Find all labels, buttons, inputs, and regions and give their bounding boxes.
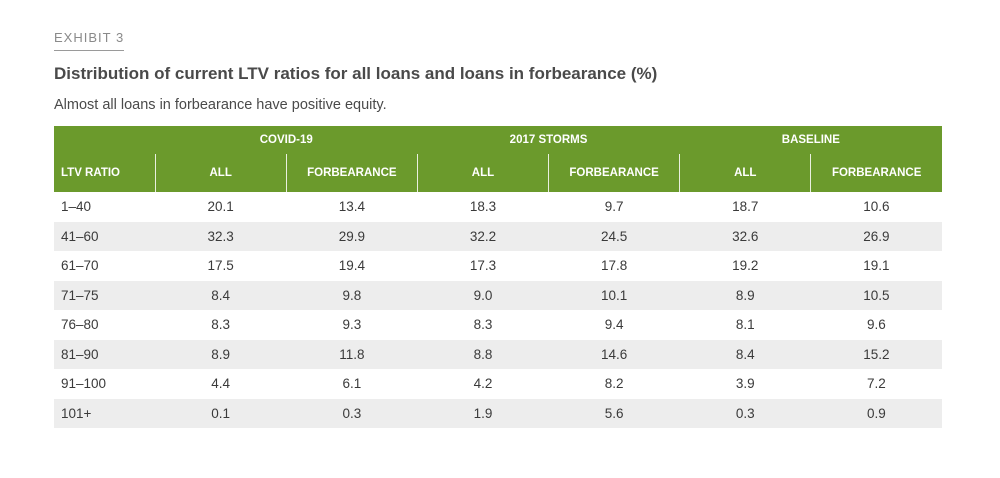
value-cell: 14.6 (600, 346, 628, 362)
value-cell: 9.6 (867, 317, 886, 333)
value-cell: 3.9 (735, 376, 755, 392)
value-cell: 19.2 (732, 258, 759, 274)
column-header-covid-forbearance: FORBEARANCE (285, 154, 418, 192)
value-cell: 17.5 (207, 258, 234, 274)
ltv-ratio-cell: 41–60 (61, 228, 99, 244)
table-row: 41–60 32.3 29.9 32.2 24.5 32.6 26.9 (54, 221, 942, 251)
value-cell: 10.5 (863, 287, 890, 303)
ltv-ratio-cell: 91–100 (61, 376, 107, 392)
value-cell: 8.9 (735, 287, 755, 303)
value-cell: 9.0 (473, 287, 493, 303)
column-header-baseline-forbearance: FORBEARANCE (810, 154, 942, 192)
value-cell: 19.4 (338, 258, 365, 274)
ltv-table-container: COVID-19 2017 STORMS BASELINE LTV RATIO … (54, 126, 942, 428)
value-cell: 8.3 (473, 317, 493, 333)
value-cell: 7.2 (867, 376, 886, 392)
chart-title: Distribution of current LTV ratios for a… (54, 64, 658, 83)
group-header-storms: 2017 STORMS (509, 134, 588, 146)
value-cell: 29.9 (338, 228, 365, 244)
table-row: 71–75 8.4 9.8 9.0 10.1 8.9 10.5 (54, 280, 942, 310)
value-cell: 9.8 (342, 287, 362, 303)
ltv-ratio-cell: 101+ (61, 405, 92, 421)
table-row: 101+ 0.1 0.3 1.9 5.6 0.3 0.9 (54, 398, 942, 428)
exhibit-label: EXHIBIT 3 (54, 30, 125, 51)
column-header-storms-forbearance: FORBEARANCE (548, 154, 680, 192)
value-cell: 4.2 (473, 376, 493, 392)
column-header-ltv-ratio: LTV RATIO (61, 167, 120, 179)
value-cell: 19.1 (863, 258, 890, 274)
value-cell: 15.2 (863, 346, 890, 362)
value-cell: 26.9 (863, 228, 890, 244)
value-cell: 10.1 (600, 287, 628, 303)
value-cell: 11.8 (339, 346, 365, 362)
value-cell: 17.8 (600, 258, 628, 274)
table-body: 1–40 20.1 13.4 18.3 9.7 18.7 10.6 41–60 32.3 29.9… (54, 192, 942, 428)
table-row: 81–90 8.9 11.8 8.8 14.6 8.4 15.2 (54, 339, 942, 369)
table-row: 76–80 8.3 9.3 8.3 9.4 8.1 9.6 (54, 310, 942, 340)
group-header-covid: COVID-19 (259, 134, 313, 146)
group-header-row: COVID-19 2017 STORMS BASELINE (54, 126, 942, 154)
group-header-blank (54, 126, 155, 154)
value-cell: 8.3 (211, 317, 231, 333)
ltv-ratio-cell: 71–75 (61, 287, 99, 303)
value-cell: 8.4 (735, 346, 755, 362)
value-cell: 8.1 (735, 317, 755, 333)
value-cell: 9.3 (342, 317, 362, 333)
ltv-ratio-cell: 81–90 (61, 346, 99, 362)
column-header-row: LTV RATIO ALL FORBEARANCE ALL FORBEARANC… (54, 154, 942, 192)
ltv-distribution-table: COVID-19 2017 STORMS BASELINE LTV RATIO … (54, 126, 942, 428)
value-cell: 1.9 (473, 405, 493, 421)
value-cell: 8.4 (211, 287, 231, 303)
value-cell: 24.5 (600, 228, 628, 244)
value-cell: 9.7 (604, 199, 624, 215)
column-header-storms-all: ALL (416, 154, 549, 192)
group-header-baseline: BASELINE (781, 134, 840, 146)
value-cell: 8.8 (473, 346, 493, 362)
value-cell: 32.3 (207, 228, 234, 244)
value-cell: 0.3 (735, 405, 755, 421)
table-row: 91–100 4.4 6.1 4.2 8.2 3.9 7.2 (54, 369, 942, 399)
table-row: 61–70 17.5 19.4 17.3 17.8 19.2 19.1 (54, 251, 942, 281)
value-cell: 20.1 (207, 199, 234, 215)
value-cell: 9.4 (604, 317, 624, 333)
value-cell: 5.6 (604, 405, 624, 421)
column-header-covid-all: ALL (154, 154, 287, 192)
ltv-ratio-cell: 1–40 (61, 199, 92, 215)
value-cell: 0.3 (342, 405, 362, 421)
value-cell: 8.9 (211, 346, 231, 362)
value-cell: 32.6 (732, 228, 759, 244)
value-cell: 10.6 (863, 199, 890, 215)
ltv-ratio-cell: 61–70 (61, 258, 99, 274)
chart-subtitle: Almost all loans in forbearance have pos… (54, 97, 387, 113)
table-header: COVID-19 2017 STORMS BASELINE LTV RATIO … (54, 126, 942, 192)
value-cell: 0.1 (211, 405, 231, 421)
value-cell: 4.4 (211, 376, 231, 392)
value-cell: 0.9 (867, 405, 886, 421)
value-cell: 13.4 (338, 199, 365, 215)
value-cell: 17.3 (469, 258, 497, 274)
value-cell: 6.1 (342, 376, 362, 392)
column-header-baseline-all: ALL (679, 154, 811, 192)
value-cell: 18.7 (732, 199, 759, 215)
table-row: 1–40 20.1 13.4 18.3 9.7 18.7 10.6 (54, 192, 942, 222)
value-cell: 32.2 (469, 228, 497, 244)
value-cell: 8.2 (604, 376, 624, 392)
value-cell: 18.3 (469, 199, 497, 215)
ltv-ratio-cell: 76–80 (61, 317, 99, 333)
